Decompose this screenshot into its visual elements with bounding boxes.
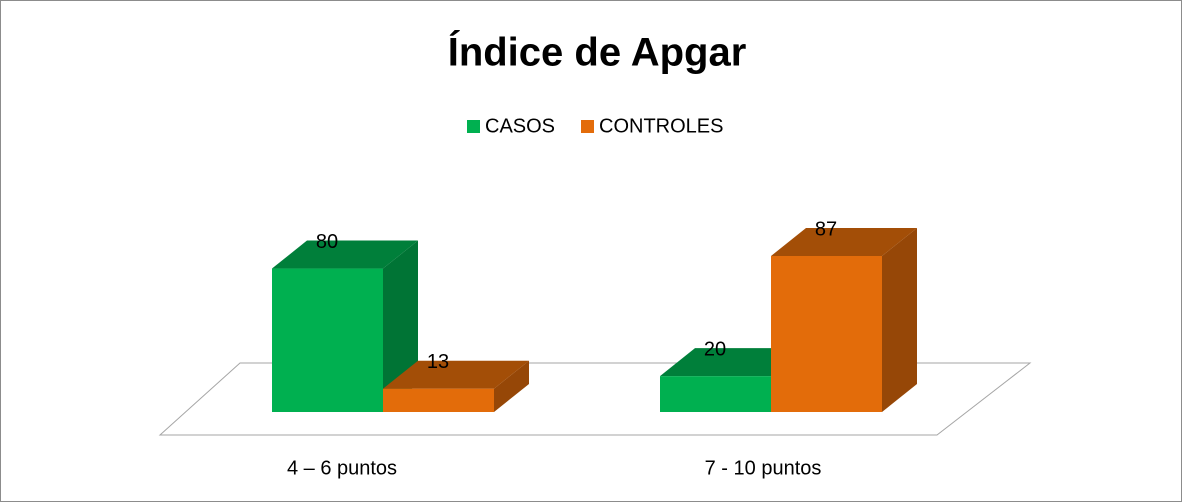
bar-front (383, 388, 494, 412)
bar (771, 228, 917, 412)
bar-top (383, 360, 529, 389)
data-label: 80 (316, 231, 338, 253)
x-tick-label: 4 – 6 puntos (287, 457, 397, 479)
data-label: 13 (427, 351, 449, 373)
chart-title: Índice de Apgar (448, 30, 747, 75)
bar-top (771, 228, 917, 256)
legend-swatch (581, 120, 594, 133)
data-label: 87 (815, 218, 837, 240)
x-tick-label: 7 - 10 puntos (705, 457, 822, 479)
legend-swatch (467, 120, 480, 133)
legend-label: CASOS (485, 115, 555, 137)
bar-top (660, 348, 806, 377)
legend-label: CONTROLES (599, 115, 723, 137)
bar-front (660, 376, 771, 412)
data-label: 20 (704, 338, 726, 360)
bar-front (272, 268, 383, 412)
bar-side (494, 360, 529, 412)
bar-side (882, 228, 917, 412)
bar (383, 360, 529, 412)
bar-top (272, 240, 418, 269)
bar-front (771, 256, 882, 412)
